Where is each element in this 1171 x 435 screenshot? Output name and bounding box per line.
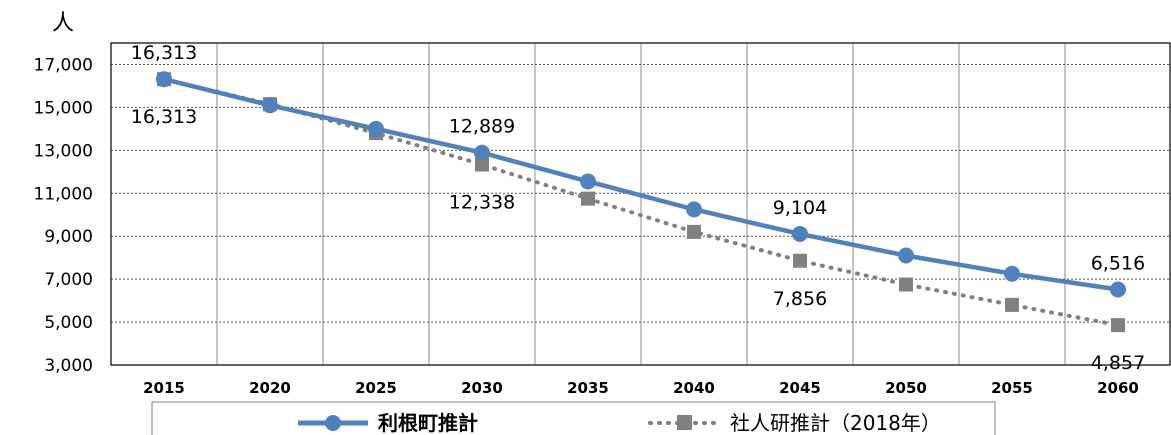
- series-point-1: [1005, 297, 1019, 312]
- x-tick-label: 2025: [355, 379, 397, 397]
- data-label-1: 12,338: [449, 192, 515, 214]
- x-tick-label: 2050: [885, 379, 927, 397]
- data-label-0: 12,889: [449, 116, 515, 138]
- data-label-0: 16,313: [131, 42, 197, 64]
- x-tick-label: 2055: [991, 379, 1033, 397]
- legend: 利根町推計 社人研推計（2018年）: [151, 401, 996, 435]
- data-label-1: 7,856: [773, 288, 827, 310]
- legend-label-2: 社人研推計（2018年）: [730, 411, 941, 435]
- legend-marker-1: [325, 415, 341, 431]
- series-point-1: [1111, 318, 1125, 333]
- y-tick-label: 7,000: [44, 270, 93, 290]
- x-tick-label: 2045: [779, 379, 821, 397]
- x-tick-label: 2030: [461, 379, 503, 397]
- y-tick-label: 5,000: [44, 313, 93, 333]
- series-point-1: [899, 277, 913, 292]
- data-label-1: 16,313: [131, 106, 197, 128]
- y-tick-label: 11,000: [34, 184, 93, 204]
- series-point-0: [474, 144, 490, 161]
- x-axis-ticks: 2015 2020 2025 2030 2035 2040 2045 2050 2055 2060: [143, 379, 1139, 397]
- series-point-0: [686, 201, 702, 218]
- series-point-1: [475, 157, 489, 172]
- data-label-0: 6,516: [1091, 253, 1145, 275]
- data-label-0: 9,104: [773, 197, 827, 219]
- series-group: [156, 71, 1126, 333]
- data-labels: 16,313 12,889 9,104 6,516 16,313 12,338 7,856 4…: [131, 42, 1145, 374]
- y-axis-unit-label: 人: [52, 11, 74, 36]
- legend-marker-2: [677, 415, 692, 430]
- x-tick-label: 2015: [143, 379, 185, 397]
- y-tick-label: 15,000: [34, 98, 93, 118]
- legend-label-1: 利根町推計: [378, 411, 478, 435]
- series-point-0: [898, 247, 914, 264]
- x-tick-label: 2040: [673, 379, 715, 397]
- plot-border: [110, 42, 1171, 366]
- y-tick-label: 13,000: [34, 141, 93, 161]
- y-tick-label: 9,000: [44, 227, 93, 247]
- series-point-0: [368, 120, 384, 137]
- grid: [111, 43, 1171, 365]
- series-point-1: [687, 224, 701, 239]
- series-point-0: [580, 173, 596, 190]
- series-point-1: [793, 253, 807, 268]
- series-point-0: [1110, 281, 1126, 298]
- data-label-1: 4,857: [1091, 352, 1145, 374]
- legend-box: [151, 401, 996, 435]
- series-point-0: [792, 225, 808, 242]
- series-line-0: [161, 76, 1121, 292]
- series-point-0: [1004, 265, 1020, 282]
- y-tick-label: 17,000: [34, 55, 93, 75]
- x-tick-label: 2035: [567, 379, 609, 397]
- y-axis-ticks: 3,000 5,000 7,000 9,000 11,000 13,000 15,000 17…: [34, 55, 93, 376]
- series-point-0: [156, 71, 172, 88]
- x-tick-label: 2060: [1097, 379, 1139, 397]
- y-tick-label: 3,000: [44, 356, 93, 376]
- series-point-1: [581, 191, 595, 206]
- x-tick-label: 2020: [249, 379, 291, 397]
- series-point-0: [262, 97, 278, 114]
